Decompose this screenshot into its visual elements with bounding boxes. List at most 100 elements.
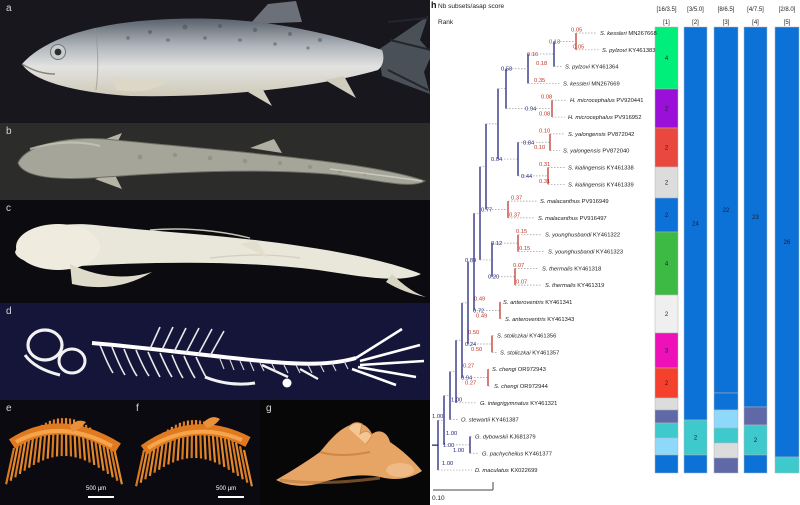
- branch-value: 0.37: [511, 196, 522, 202]
- mouth-line: [21, 63, 56, 75]
- segment-count: 2: [665, 181, 669, 187]
- tip-label: S. kessleri MN267668: [600, 31, 657, 37]
- panel-label-c: c: [6, 203, 11, 214]
- rank-label: Rank: [438, 19, 454, 26]
- branch-value: 0.50: [471, 347, 482, 353]
- scale-bar: [218, 496, 244, 498]
- tip-label: S. chengi OR972944: [494, 384, 549, 390]
- tip-label: S. stoliczkai KY461357: [500, 350, 559, 356]
- branch-value: 1.00: [432, 414, 443, 420]
- support-value: 0.94: [525, 107, 537, 113]
- tip-label: S. kialingensis KY461338: [568, 165, 634, 171]
- segment-count: 2: [665, 312, 669, 318]
- partition-segment: [713, 427, 739, 444]
- segment-count: 3: [665, 349, 669, 355]
- branch-value: 0.50: [468, 330, 479, 336]
- asap-col-rank: [3]: [723, 20, 730, 26]
- tip-label: S. kessleri MN267669: [563, 81, 620, 87]
- tree-panel: [16/3.5] [1] 4 2 2 2 2 4 2 3 2 [3/5.0] [2] 24 2 [8/6.5]…: [430, 0, 800, 505]
- asap-col-header: [16/3.5]: [656, 7, 676, 13]
- branch-value: 0.10: [534, 145, 545, 151]
- branch-value: 0.27: [465, 381, 476, 387]
- partition-segment: [713, 392, 739, 411]
- partition-segment: [654, 454, 679, 474]
- panel-label-d: d: [6, 306, 12, 317]
- pectoral-fin: [112, 76, 172, 92]
- panel-label-e: e: [6, 403, 12, 414]
- support-value: 1.00: [443, 443, 454, 449]
- support-value: 0.24: [465, 342, 477, 348]
- fish-body: [17, 138, 427, 185]
- partition-segment: [774, 26, 800, 458]
- tip-label: S. malacanthus PV916497: [538, 216, 607, 222]
- asap-col-header: [3/5.0]: [687, 7, 704, 13]
- asap-col-header: [8/6.5]: [718, 7, 735, 13]
- phylo-tree-and-bars: [16/3.5][1]422224232[3/5.0][2]242[8/6.5]…: [432, 7, 800, 491]
- otolith-dot: [282, 378, 292, 388]
- segment-count: 2: [665, 213, 669, 219]
- fish-lateral-image: [21, 1, 430, 106]
- support-value: 0.72: [473, 308, 484, 314]
- tip-label: O. stewartii KY461387: [461, 418, 519, 424]
- tip-label: S. pylzovi KY461364: [565, 65, 619, 71]
- gill-raker-image: [5, 418, 123, 485]
- branch-value: 0.07: [513, 263, 524, 269]
- segment-count: 4: [665, 56, 669, 62]
- pectoral-fin: [70, 264, 152, 288]
- tip-label: S. thermalis KY461318: [542, 266, 601, 272]
- panel-label-f: f: [136, 403, 139, 414]
- scale-text: 500 µm: [216, 486, 237, 492]
- dorsal-fin: [250, 139, 282, 153]
- tip-label: S. stoliczkai KY461356: [497, 334, 556, 340]
- branch-value: 0.15: [519, 246, 530, 252]
- head-plate: [16, 224, 100, 270]
- gill-raker-image: [135, 417, 253, 487]
- branch-value: 0.15: [516, 229, 527, 235]
- asap-col-rank: [2]: [692, 20, 699, 26]
- support-value: 0.16: [527, 52, 538, 58]
- asap-col-rank: [5]: [784, 20, 791, 26]
- partition-segment: [683, 454, 708, 474]
- panel-label-b: b: [6, 126, 12, 137]
- asap-col-header: [2/8.0]: [779, 7, 796, 13]
- branch-value: 0.27: [463, 364, 474, 370]
- partition-segment: [774, 456, 800, 474]
- segment-count: 24: [692, 222, 699, 228]
- pharyngeal-bone-image: [276, 422, 422, 486]
- segment-count: 2: [665, 107, 669, 113]
- support-value: 0.20: [488, 275, 499, 281]
- branch-value: 0.08: [539, 112, 550, 118]
- photo-panel-a: a: [0, 0, 430, 123]
- tip-label: S. anteroventris KY461343: [505, 317, 574, 323]
- segment-count: 2: [754, 438, 758, 444]
- partition-segment: [654, 397, 679, 411]
- segment-count: 2: [665, 381, 669, 387]
- fish-body: [15, 224, 421, 279]
- pelvic-fin: [248, 88, 272, 106]
- tip-label: S. chengi OR972943: [492, 367, 546, 373]
- photo-panel-d: d: [0, 303, 430, 400]
- tip-label: S. younghusbandi KY461323: [548, 250, 623, 256]
- branch-value: 0.18: [536, 61, 547, 67]
- scale-text: 500 µm: [86, 486, 107, 492]
- asap-col-rank: [1]: [663, 20, 670, 26]
- support-value: 0.89: [465, 258, 476, 264]
- tip-label: G. dybowskii KJ681379: [475, 434, 536, 440]
- support-value: 0.84: [523, 140, 535, 146]
- segment-count: 4: [665, 262, 669, 268]
- segment-count: 23: [752, 215, 759, 221]
- partition-segment: [654, 422, 679, 439]
- support-value: 0.44: [521, 174, 533, 180]
- branch-value: 0.10: [539, 128, 550, 134]
- partition-segment: [713, 442, 739, 459]
- tip-label: S. younghusbandi KY461322: [545, 233, 620, 239]
- tip-label: S. yalongensis PV872040: [563, 149, 629, 155]
- dorsal-fin: [250, 1, 302, 24]
- tip-label: S. kialingensis KY461339: [568, 182, 634, 188]
- panel-label-a: a: [6, 3, 12, 14]
- tip-label: S. malacanthus PV916949: [540, 199, 609, 205]
- branch-value: 0.08: [541, 95, 552, 101]
- partition-segment: [713, 409, 739, 429]
- branch-value: 0.37: [509, 212, 520, 218]
